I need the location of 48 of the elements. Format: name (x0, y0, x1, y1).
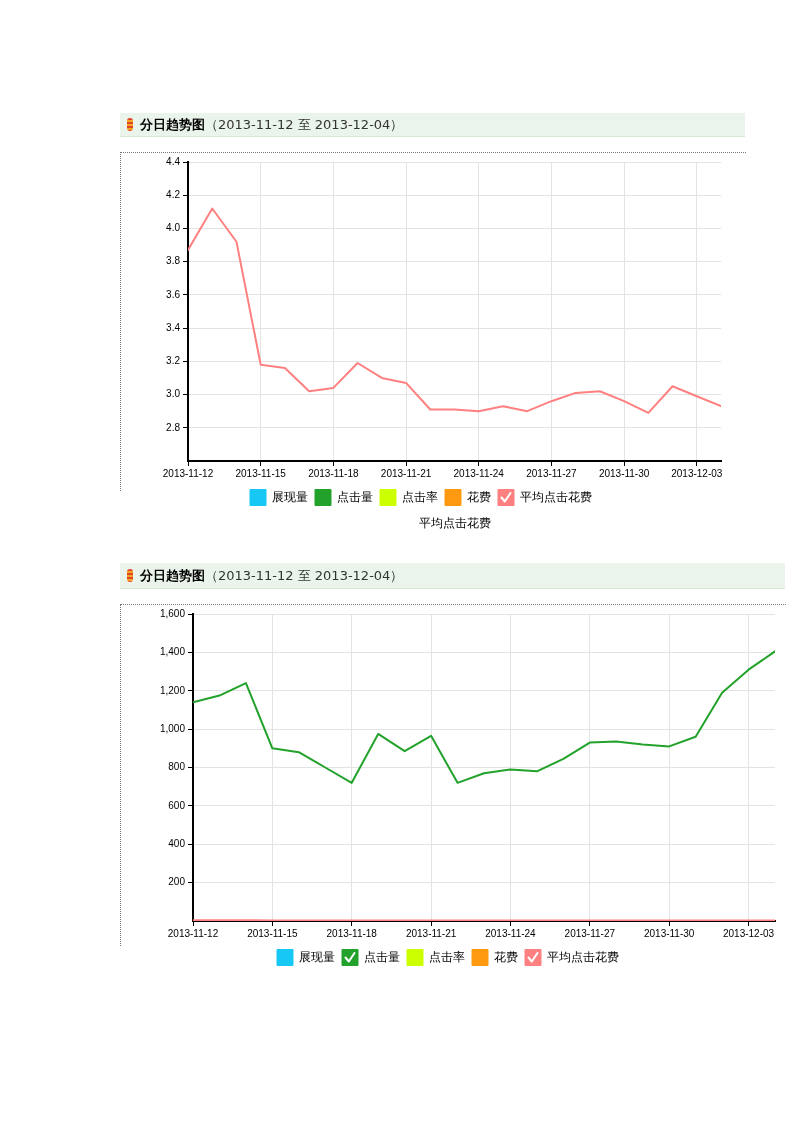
legend-label: 花费 (466, 489, 491, 504)
y-tick-label: 2.8 (166, 421, 181, 433)
x-tick-label: 2013-11-18 (326, 927, 378, 939)
chart-subtitle: （2013-11-12 至 2013-12-04） (205, 117, 404, 132)
x-tick-label: 2013-12-03 (722, 927, 775, 939)
x-tick-label: 2013-11-30 (643, 927, 695, 939)
legend-label: 花费 (493, 949, 518, 964)
x-tick-label: 2013-11-24 (485, 927, 537, 939)
y-tick-label: 4.0 (166, 222, 181, 234)
x-tick-label: 2013-11-27 (564, 927, 616, 939)
x-tick-label: 2013-11-30 (598, 467, 650, 479)
legend-label: 展现量 (298, 949, 335, 964)
y-tick-label: 3.8 (166, 255, 181, 267)
x-tick-label: 2013-11-24 (453, 467, 505, 479)
chart-subtitle: （2013-11-12 至 2013-12-04） (205, 568, 404, 583)
y-tick-label: 3.0 (166, 388, 181, 400)
x-tick-label: 2013-11-18 (308, 467, 359, 479)
chart-title: 分日趋势图 (140, 117, 205, 132)
text: 平均点击花费 (418, 515, 491, 532)
y-tick-label: 600 (168, 799, 186, 811)
y-tick-label: 1,600 (159, 607, 186, 619)
y-tick-label: 800 (168, 761, 186, 773)
x-tick-label: 2013-11-21 (405, 927, 457, 939)
y-tick-label: 1,400 (159, 646, 186, 658)
y-tick-label: 1,200 (159, 684, 186, 696)
y-tick-label: 4.4 (166, 155, 181, 167)
x-tick-label: 2013-11-12 (162, 467, 214, 479)
chart-title: 分日趋势图 (140, 568, 205, 583)
legend-label: 点击率 (401, 489, 438, 504)
legend-label: 点击量 (336, 489, 373, 504)
x-tick-label: 2013-11-12 (167, 927, 219, 939)
y-tick-label: 3.2 (166, 355, 181, 367)
y-tick-label: 4.2 (166, 188, 181, 200)
x-tick-label: 2013-11-15 (235, 467, 287, 479)
y-tick-label: 400 (168, 838, 186, 849)
y-tick-label: 1,000 (159, 722, 186, 734)
legend-label: 平均点击花费 (519, 489, 592, 504)
y-tick-label: 200 (168, 876, 186, 888)
y-tick-label: 3.6 (166, 288, 181, 300)
legend-label: 平均点击花费 (546, 949, 619, 964)
legend-label: 点击量 (363, 949, 400, 964)
legend-label: 展现量 (271, 489, 308, 504)
x-tick-label: 2013-11-15 (247, 927, 298, 939)
y-tick-label: 3.4 (166, 321, 181, 333)
legend-label: 点击率 (428, 949, 465, 964)
x-tick-label: 2013-12-03 (671, 467, 723, 479)
x-tick-label: 2013-11-21 (380, 467, 432, 479)
x-tick-label: 2013-11-27 (526, 467, 578, 479)
